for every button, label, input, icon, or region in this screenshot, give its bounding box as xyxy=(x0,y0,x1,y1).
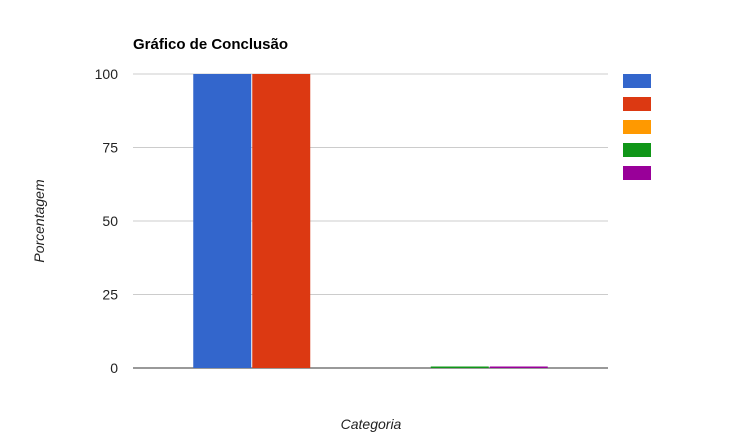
y-axis-label: Porcentagem xyxy=(31,179,47,263)
legend xyxy=(623,74,651,180)
y-tick-label: 0 xyxy=(110,360,118,376)
legend-swatch xyxy=(623,74,651,88)
chart-title: Gráfico de Conclusão xyxy=(133,36,288,53)
y-tick-label: 50 xyxy=(102,213,118,229)
bar xyxy=(430,366,489,368)
legend-swatch xyxy=(623,120,651,134)
legend-swatch xyxy=(623,143,651,157)
legend-swatch xyxy=(623,97,651,111)
legend-swatch xyxy=(623,166,651,180)
y-tick-label: 25 xyxy=(102,287,118,303)
y-axis: 0 25 50 75 100 xyxy=(95,66,119,376)
bar xyxy=(193,74,252,368)
bar xyxy=(252,74,311,368)
x-axis-label: Categoria xyxy=(341,416,402,432)
y-tick-label: 75 xyxy=(102,140,118,156)
bar xyxy=(489,366,548,368)
bars xyxy=(193,74,548,368)
y-tick-label: 100 xyxy=(95,66,119,82)
